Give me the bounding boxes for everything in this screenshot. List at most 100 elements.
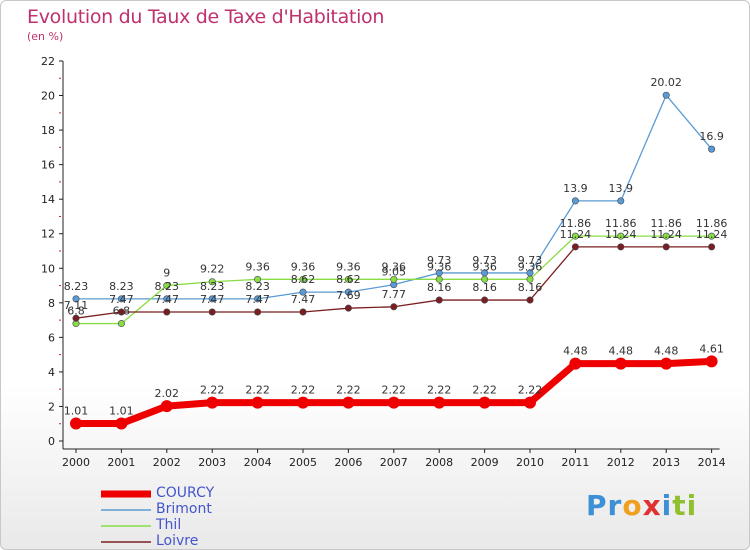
data-point-loivre <box>117 308 125 316</box>
data-point-loivre <box>72 314 80 322</box>
data-label-thil: 9.36 <box>382 260 407 273</box>
data-label-loivre: 7.47 <box>245 293 270 306</box>
x-tick-label: 2007 <box>380 456 408 469</box>
data-point-loivre <box>662 243 670 251</box>
data-point-loivre <box>208 308 216 316</box>
data-label-courcy: 4.48 <box>563 345 588 358</box>
y-tick-label: 16 <box>41 159 55 172</box>
data-label-brimont: 8.23 <box>245 280 270 293</box>
data-label-thil: 9.22 <box>200 263 225 276</box>
legend-label-loivre: Loivre <box>156 533 199 549</box>
data-point-thil <box>117 320 125 328</box>
data-label-courcy: 4.48 <box>609 345 634 358</box>
data-label-loivre: 7.69 <box>336 289 361 302</box>
data-label-brimont: 8.23 <box>200 280 225 293</box>
data-label-brimont: 13.9 <box>609 182 634 195</box>
data-point-courcy <box>660 357 673 370</box>
y-unit-label: (en %) <box>27 30 64 43</box>
data-label-brimont: 20.02 <box>650 76 682 89</box>
data-label-courcy: 2.22 <box>291 384 316 397</box>
data-point-thil <box>163 282 171 290</box>
data-point-courcy <box>705 355 718 368</box>
data-label-thil: 9.36 <box>336 260 361 273</box>
data-labels: 1.01 1.01 2.02 2.22 2.22 2.22 2.22 2.22 2.22 2.22… <box>64 76 728 417</box>
y-tick-label: 12 <box>41 228 55 241</box>
data-label-thil: 9.36 <box>427 260 452 273</box>
legend-label-courcy: COURCY <box>156 485 215 501</box>
data-point-courcy <box>569 357 582 370</box>
data-label-brimont: 8.23 <box>155 280 180 293</box>
x-tick-label: 2006 <box>334 456 362 469</box>
data-point-thil <box>526 275 534 283</box>
legend-label-thil: Thil <box>156 517 182 533</box>
data-point-loivre <box>163 308 171 316</box>
x-tick-label: 2009 <box>471 456 499 469</box>
data-point-loivre <box>617 243 625 251</box>
data-point-brimont <box>254 295 262 303</box>
data-point-thil <box>662 232 670 240</box>
data-label-thil: 6.8 <box>67 305 85 318</box>
data-label-thil: 11.86 <box>650 217 682 230</box>
data-label-courcy: 2.22 <box>382 384 407 397</box>
data-label-courcy: 1.01 <box>109 405 134 418</box>
data-label-brimont: 9.73 <box>472 254 497 267</box>
data-label-loivre: 8.16 <box>472 281 497 294</box>
data-label-brimont: 8.62 <box>336 273 361 286</box>
y-tick-label: 14 <box>41 193 55 206</box>
data-point-brimont <box>617 197 625 205</box>
x-tick-label: 2008 <box>425 456 453 469</box>
data-point-loivre <box>299 308 307 316</box>
data-point-courcy <box>160 400 173 413</box>
data-point-courcy <box>70 417 82 430</box>
chart-title: Evolution du Taux de Taxe d'Habitation <box>27 6 385 28</box>
y-tick-label: 2 <box>48 400 55 413</box>
proxiti-logo: Proxiti <box>586 489 697 522</box>
series-lines <box>70 91 718 430</box>
data-point-courcy <box>115 417 128 430</box>
data-label-thil: 9 <box>163 267 170 280</box>
data-label-courcy: 2.22 <box>472 384 497 397</box>
data-point-thil <box>299 275 307 283</box>
data-label-thil: 11.86 <box>560 217 592 230</box>
data-label-brimont: 9.73 <box>427 254 452 267</box>
data-point-thil <box>435 275 443 283</box>
data-label-thil: 9.36 <box>245 260 270 273</box>
data-label-thil: 6.8 <box>113 305 131 318</box>
data-label-thil: 11.86 <box>605 217 637 230</box>
x-tick-label: 2014 <box>698 456 726 469</box>
data-label-brimont: 9.05 <box>382 266 407 279</box>
data-label-thil: 9.36 <box>472 260 497 273</box>
data-point-brimont <box>72 295 80 303</box>
data-point-thil <box>708 232 716 240</box>
data-label-brimont: 8.23 <box>109 280 134 293</box>
data-label-loivre: 7.47 <box>291 293 316 306</box>
data-label-courcy: 2.22 <box>427 384 452 397</box>
data-point-courcy <box>433 396 446 409</box>
x-tick-label: 2003 <box>198 456 226 469</box>
logo-letter: t <box>672 489 687 522</box>
data-point-thil <box>617 232 625 240</box>
data-label-courcy: 2.22 <box>200 384 225 397</box>
y-tick-label: 8 <box>48 297 55 310</box>
y-tick-label: 0 <box>48 435 55 448</box>
y-tick-label: 20 <box>41 90 55 103</box>
logo-letter: o <box>622 489 643 522</box>
data-point-courcy <box>478 396 491 409</box>
logo-letter: x <box>642 489 662 522</box>
data-label-courcy: 2.22 <box>245 384 270 397</box>
data-point-loivre <box>344 304 352 312</box>
data-point-thil <box>208 278 216 286</box>
legend-swatches <box>101 490 151 543</box>
data-point-thil <box>390 275 398 283</box>
x-tick-label: 2004 <box>244 456 272 469</box>
data-label-loivre: 11.24 <box>696 228 728 241</box>
data-label-loivre: 7.11 <box>64 299 89 312</box>
data-point-thil <box>481 275 489 283</box>
axes: 0 2 4 6 8 10 12 14 16 18 20 22 2000 2001 2002 2003 2004 2… <box>41 55 726 469</box>
data-label-thil: 11.86 <box>696 217 728 230</box>
data-label-loivre: 11.24 <box>560 228 592 241</box>
logo-letter: i <box>661 489 673 522</box>
data-point-thil <box>344 275 352 283</box>
data-point-courcy <box>297 396 309 409</box>
